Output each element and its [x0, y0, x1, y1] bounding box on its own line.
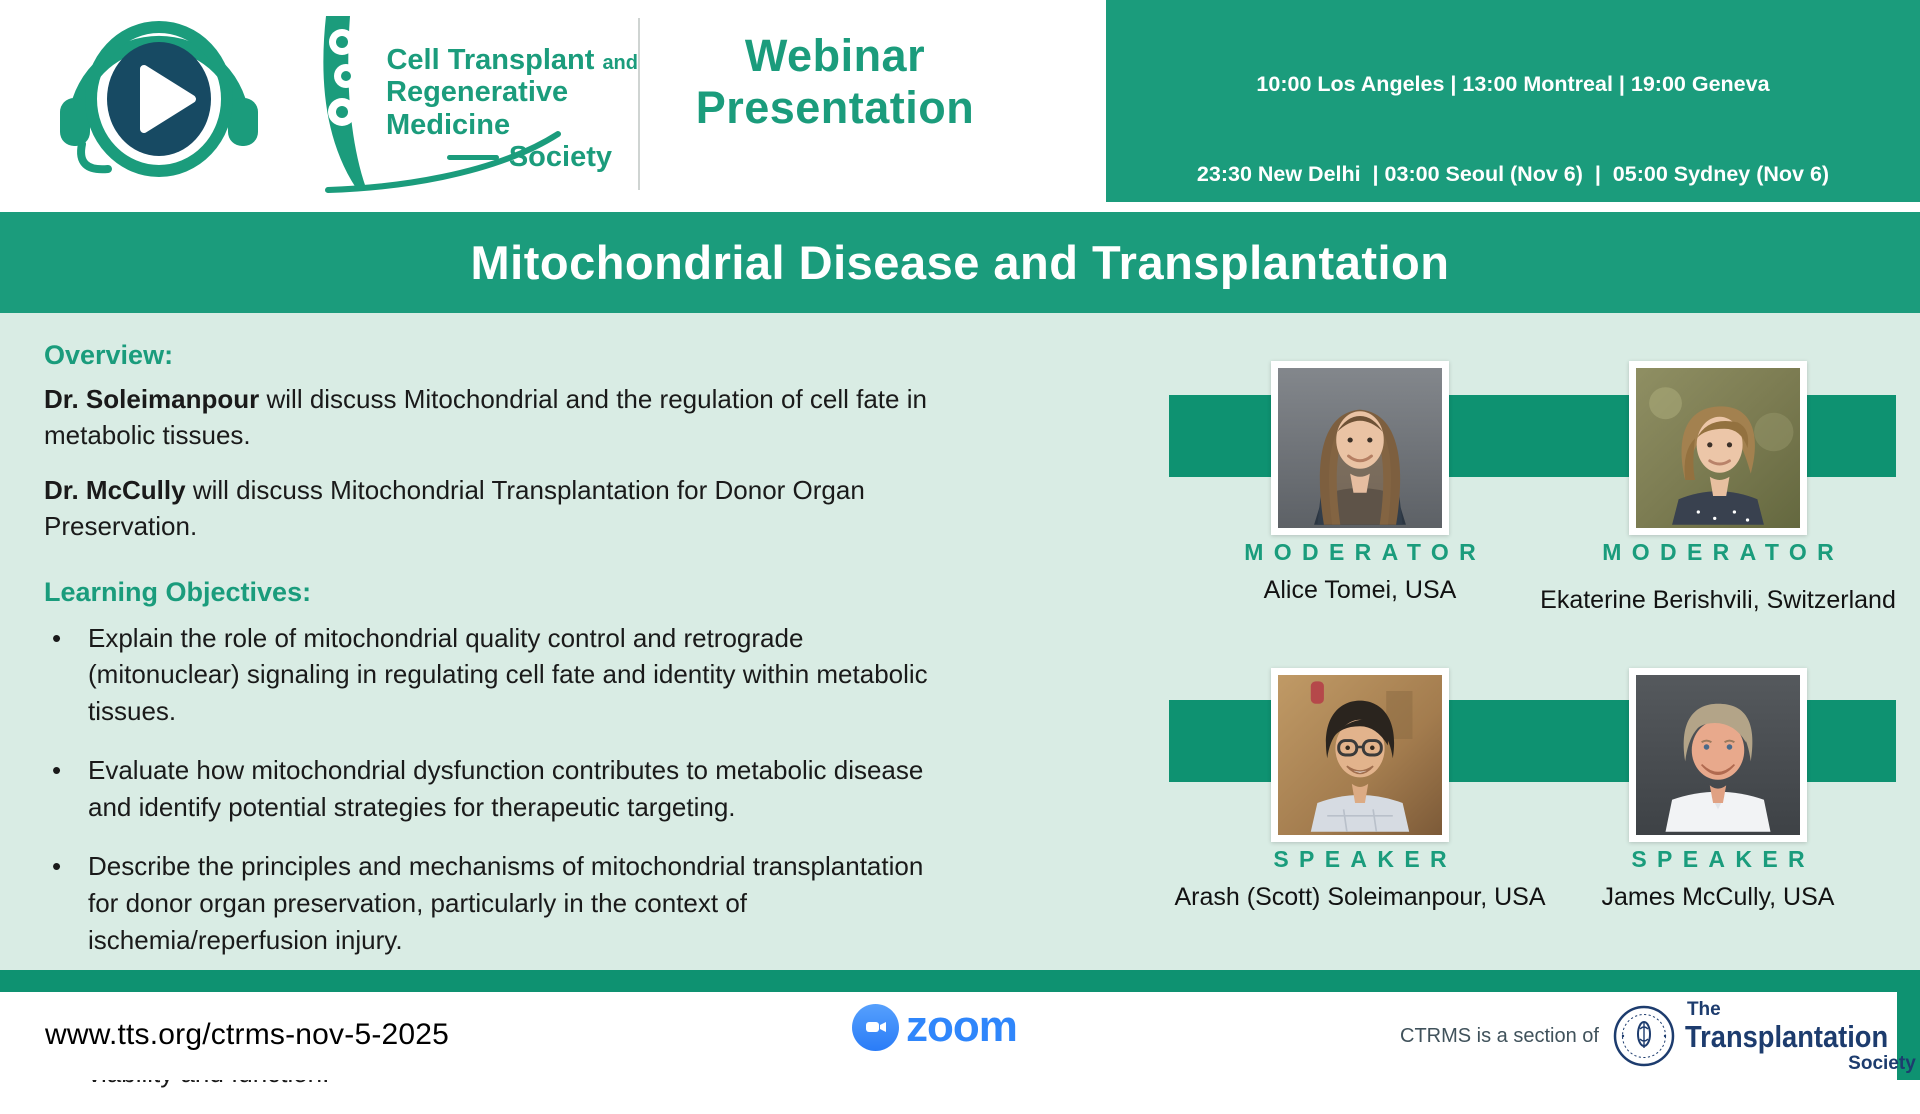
zoom-logo: zoom: [852, 1002, 1018, 1052]
header: Cell Transplant and Regenerative Medicin…: [0, 0, 1920, 212]
tts-attribution: CTRMS is a section of The Transplantatio…: [1400, 1000, 1916, 1073]
overview-heading: Overview:: [44, 340, 174, 370]
date-time-block: WEDNESDAY, NOVEMBER 5, 2025 10:00 Los An…: [1106, 0, 1920, 202]
times-line-2: 23:30 New Delhi | 03:00 Seoul (Nov 6) | …: [1196, 162, 1830, 187]
tts-wordmark: The Transplantation Society: [1685, 1000, 1916, 1073]
role-label: MODERATOR: [1602, 539, 1845, 565]
role-label: SPEAKER: [1631, 846, 1815, 872]
webinar-presentation-title: Webinar Presentation: [695, 30, 975, 134]
tts-the: The: [1686, 998, 1721, 1020]
ctrms-society-logo: Cell Transplant and Regenerative Medicin…: [312, 16, 642, 196]
footer-top-stripe: [0, 970, 1920, 992]
person-name: Ekaterine Berishvili, Switzerland: [1540, 586, 1896, 614]
registration-url[interactable]: www.tts.org/ctrms-nov-5-2025: [45, 1018, 450, 1051]
overview-paragraph-2: Dr. McCully will discuss Mitochondrial T…: [44, 474, 865, 542]
person-name: Alice Tomei, USA: [1263, 576, 1457, 604]
objective-item: Explain the role of mitochondrial qualit…: [44, 620, 952, 731]
learning-objectives-heading: Learning Objectives:: [44, 576, 312, 607]
person-name: James McCully, USA: [1601, 883, 1835, 911]
ctrms-swoosh: [325, 131, 561, 193]
webinar-flyer: Cell Transplant and Regenerative Medicin…: [0, 0, 1920, 1080]
society-name-line2: Regenerative Medicine: [386, 76, 569, 141]
header-divider: [638, 18, 640, 190]
photo-alice-tomei: [1271, 361, 1449, 535]
photo-james-mccully: [1629, 668, 1807, 842]
person-card-moderator-1: MODERATOR Alice Tomei, USA: [1160, 361, 1560, 605]
footer-right-strip: [1897, 970, 1920, 1080]
ctrms-section-text: CTRMS is a section of: [1400, 1024, 1599, 1047]
role-label: MODERATOR: [1244, 539, 1487, 565]
objective-item: Evaluate how mitochondrial dysfunction c…: [44, 752, 952, 826]
title-banner: Mitochondrial Disease and Transplantatio…: [0, 212, 1920, 313]
webinar-play-headset-icon: [60, 21, 258, 177]
person-card-speaker-1: SPEAKER Arash (Scott) Soleimanpour, USA: [1160, 668, 1560, 912]
times-line-1: 10:00 Los Angeles | 13:00 Montreal | 19:…: [1256, 71, 1770, 96]
event-times: 10:00 Los Angeles | 13:00 Montreal | 19:…: [1197, 9, 1829, 250]
footer: [0, 992, 1920, 1080]
person-card-moderator-2: MODERATOR Ekaterine Berishvili, Switzerl…: [1518, 361, 1918, 615]
objective-item: Describe the principles and mechanisms o…: [44, 848, 952, 959]
webinar-topic-title: Mitochondrial Disease and Transplantatio…: [470, 236, 1450, 289]
photo-ekaterine-berishvili: [1629, 361, 1807, 535]
zoom-wordmark: zoom: [906, 1002, 1018, 1051]
tts-society: Society: [1848, 1052, 1916, 1074]
person-name: Arash (Scott) Soleimanpour, USA: [1174, 883, 1546, 911]
role-label: SPEAKER: [1273, 846, 1457, 872]
society-name-line3: Society: [446, 141, 612, 173]
overview-paragraph-1: Dr. Soleimanpour will discuss Mitochondr…: [44, 384, 927, 451]
tts-transplantation: Transplantation: [1684, 1018, 1889, 1054]
society-dash: [446, 155, 499, 161]
society-name-line1: Cell Transplant and: [386, 44, 638, 76]
person-card-speaker-2: SPEAKER James McCully, USA: [1518, 668, 1918, 912]
photo-arash-soleimanpour: [1271, 668, 1449, 842]
ctrms-leaf-icon: [323, 16, 366, 188]
zoom-camera-icon: [852, 1003, 899, 1051]
tts-seal-icon: [1613, 1005, 1675, 1067]
